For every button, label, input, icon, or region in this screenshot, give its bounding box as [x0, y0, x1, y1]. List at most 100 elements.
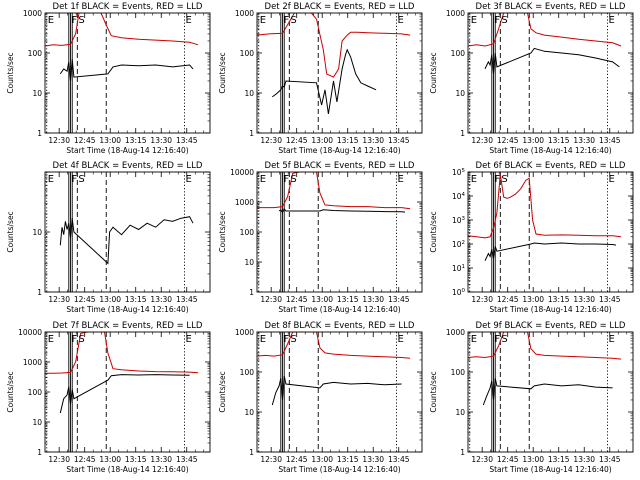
flag-label: S — [290, 15, 296, 26]
y-tick-label: 100 — [240, 368, 255, 377]
y-tick-label: 10 — [244, 408, 254, 417]
flag-label: E — [608, 174, 614, 185]
flag-label: E — [260, 174, 266, 185]
plot-frame — [44, 12, 211, 134]
x-axis-title: Start Time (18-Aug-14 12:16:40) — [66, 465, 188, 474]
flag-label: S — [78, 174, 84, 185]
y-tick-label: 1 — [37, 129, 42, 138]
x-tick-label: 13:30 — [573, 455, 595, 464]
y-tick-label: 1000 — [23, 9, 42, 18]
x-axis-title: Start Time (18-Aug-14 12:16:40) — [489, 465, 611, 474]
plot-area — [468, 332, 622, 452]
flag-label: E — [471, 174, 477, 185]
x-tick-label: 13:15 — [337, 295, 359, 304]
y-tick-label: 100 — [28, 49, 43, 58]
series-lld — [45, 332, 199, 374]
y-tick-label: 1 — [460, 129, 465, 138]
y-tick-label: 100 — [240, 49, 255, 58]
y-tick-label: 1 — [460, 448, 465, 457]
y-tick-label: 10 — [244, 258, 254, 267]
x-tick-label: 13:45 — [599, 136, 621, 145]
plot-area — [257, 13, 411, 133]
x-tick-label: 12:45 — [74, 295, 96, 304]
plot-frame — [467, 171, 634, 293]
flag-label: F — [284, 174, 290, 185]
panel-title: Det 3f BLACK = Events, RED = LLD — [476, 2, 626, 12]
x-tick-label: 12:30 — [471, 136, 493, 145]
x-tick-label: 12:30 — [48, 295, 70, 304]
x-tick-label: 12:45 — [286, 295, 308, 304]
y-tick-label: 10 — [455, 408, 465, 417]
panel-det-2: Det 2f BLACK = Events, RED = LLD 1 10 100 10… — [218, 2, 423, 155]
x-tick-label: 13:30 — [573, 136, 595, 145]
flag-label: F — [495, 334, 501, 345]
x-tick-label: 13:15 — [548, 136, 570, 145]
x-tick-label: 13:45 — [176, 136, 198, 145]
x-tick-label: 13:30 — [573, 295, 595, 304]
flag-label: E — [48, 334, 54, 345]
flag-label: E — [48, 174, 54, 185]
x-tick-label: 13:00 — [99, 136, 121, 145]
series-lld — [468, 13, 622, 47]
x-tick-label: 13:30 — [362, 136, 384, 145]
y-tick-label: 1 — [249, 288, 254, 297]
x-axis-title: Start Time (18-Aug-14 12:16:40) — [66, 305, 188, 314]
flag-label: S — [290, 334, 296, 345]
x-tick-label: 13:00 — [522, 295, 544, 304]
y-tick-label: 100 — [451, 368, 466, 377]
x-axis-title: Start Time (18-Aug-14 12:16:40) — [489, 305, 611, 314]
y-tick-label: 10 — [32, 418, 42, 427]
x-tick-label: 13:00 — [311, 136, 333, 145]
x-axis-title: Start Time (18-Aug-14 12:16:40) — [278, 146, 400, 155]
series-lld — [257, 13, 411, 78]
x-tick-label: 13:00 — [522, 455, 544, 464]
plot-frame — [256, 331, 423, 453]
plot-area — [468, 172, 622, 292]
panel-title: Det 4f BLACK = Events, RED = LLD — [53, 161, 203, 171]
x-tick-label: 13:45 — [388, 136, 410, 145]
panel-title: Det 1f BLACK = Events, RED = LLD — [53, 2, 203, 12]
plot-frame — [44, 331, 211, 453]
plot-area — [468, 13, 622, 133]
y-tick-label: 1000 — [23, 358, 42, 367]
flag-label: S — [501, 15, 507, 26]
panel-det-7: Det 7f BLACK = Events, RED = LLD 1 10 100 10… — [6, 321, 211, 474]
x-tick-label: 13:30 — [150, 455, 172, 464]
y-tick-label: 102 — [452, 240, 465, 249]
flag-label: F — [284, 15, 290, 26]
panel-title: Det 2f BLACK = Events, RED = LLD — [265, 2, 415, 12]
flag-label: F — [72, 15, 78, 26]
flag-label: E — [260, 15, 266, 26]
series-lld — [257, 172, 411, 210]
y-tick-label: 10 — [32, 89, 42, 98]
panel-det-6: Det 6f BLACK = Events, RED = LLD 100 101 10… — [429, 161, 634, 314]
x-tick-label: 13:00 — [99, 295, 121, 304]
plot-area — [257, 172, 411, 292]
panel-det-3: Det 3f BLACK = Events, RED = LLD 1 10 100 10… — [429, 2, 634, 155]
series-lld — [468, 174, 622, 239]
panel-det-8: Det 8f BLACK = Events, RED = LLD 1 10 100 10… — [218, 321, 423, 474]
y-tick-label: 1000 — [235, 9, 254, 18]
flag-label: E — [608, 334, 614, 345]
x-tick-label: 13:15 — [337, 455, 359, 464]
flag-label: E — [397, 174, 403, 185]
flag-label: S — [501, 174, 507, 185]
x-tick-label: 12:30 — [48, 455, 70, 464]
flag-label: S — [78, 15, 84, 26]
series-events — [482, 378, 613, 406]
x-tick-label: 12:30 — [260, 295, 282, 304]
flag-label: S — [501, 334, 507, 345]
x-tick-label: 12:45 — [286, 136, 308, 145]
flag-label: F — [495, 15, 501, 26]
series-lld — [45, 13, 199, 47]
x-tick-label: 13:00 — [522, 136, 544, 145]
x-tick-label: 13:15 — [125, 136, 147, 145]
x-tick-label: 12:30 — [471, 295, 493, 304]
x-tick-label: 13:45 — [176, 295, 198, 304]
x-tick-label: 13:45 — [599, 295, 621, 304]
flag-label: E — [397, 15, 403, 26]
plot-frame — [256, 171, 423, 293]
flag-label: E — [185, 174, 191, 185]
plot-area — [46, 172, 194, 292]
